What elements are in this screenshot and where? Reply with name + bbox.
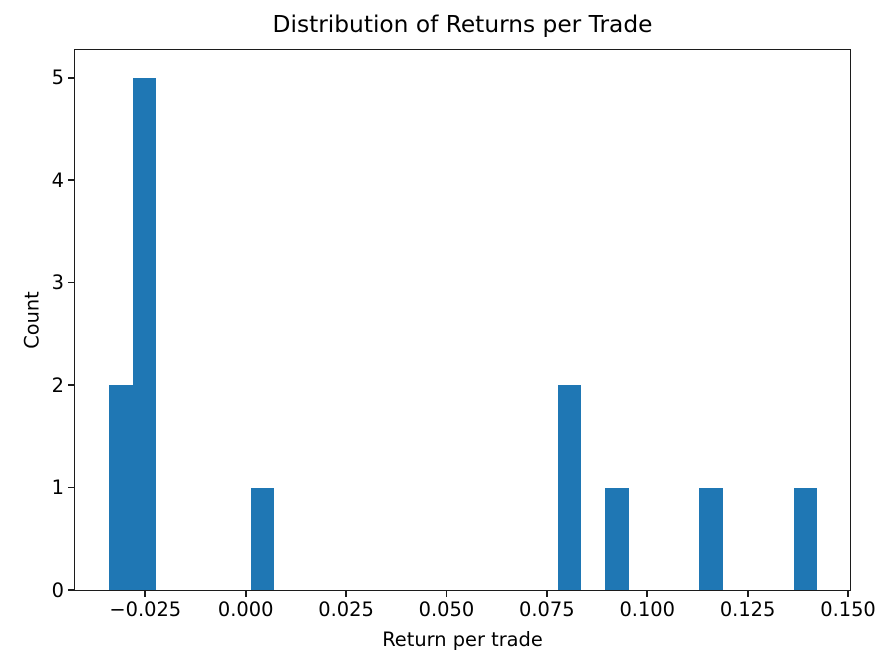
y-tick-mark (68, 179, 75, 182)
x-tick-mark (244, 590, 247, 597)
y-tick-mark (68, 281, 75, 284)
x-tick-label: 0.000 (217, 598, 274, 621)
y-tick-mark (68, 486, 75, 489)
x-tick-mark (746, 590, 749, 597)
histogram-bar (132, 77, 157, 590)
x-tick-label: 0.125 (719, 598, 776, 621)
x-tick-label: −0.025 (109, 598, 182, 621)
x-tick-mark (144, 590, 147, 597)
y-tick-label: 5 (51, 66, 64, 90)
y-tick-mark (68, 76, 75, 79)
y-axis-label: Count (20, 291, 44, 349)
x-tick-label: 0.050 (418, 598, 475, 621)
x-tick-mark (646, 590, 649, 597)
x-tick-label: 0.075 (519, 598, 575, 621)
x-tick-label: 0.100 (619, 598, 675, 621)
x-tick-mark (445, 590, 448, 597)
x-axis-label: Return per trade (382, 628, 543, 651)
y-tick-mark (68, 589, 75, 591)
histogram-bar (699, 487, 724, 590)
y-tick-mark (68, 384, 75, 386)
histogram-bar (109, 385, 133, 590)
y-tick-label: 3 (51, 271, 64, 295)
histogram-bar (793, 487, 818, 590)
x-tick-mark (345, 590, 347, 597)
histogram-bar (557, 385, 582, 590)
x-tick-mark (847, 590, 849, 597)
chart-title: Distribution of Returns per Trade (272, 11, 653, 38)
histogram-bar (250, 487, 275, 590)
y-tick-label: 1 (51, 476, 64, 500)
x-tick-label: 0.150 (820, 598, 876, 621)
x-tick-label: 0.025 (318, 598, 374, 621)
histogram-bar (604, 487, 629, 590)
y-tick-label: 4 (51, 168, 64, 192)
plot-area (75, 50, 850, 590)
x-tick-mark (545, 590, 548, 597)
y-tick-label: 2 (51, 373, 64, 397)
y-tick-label: 0 (51, 578, 64, 602)
